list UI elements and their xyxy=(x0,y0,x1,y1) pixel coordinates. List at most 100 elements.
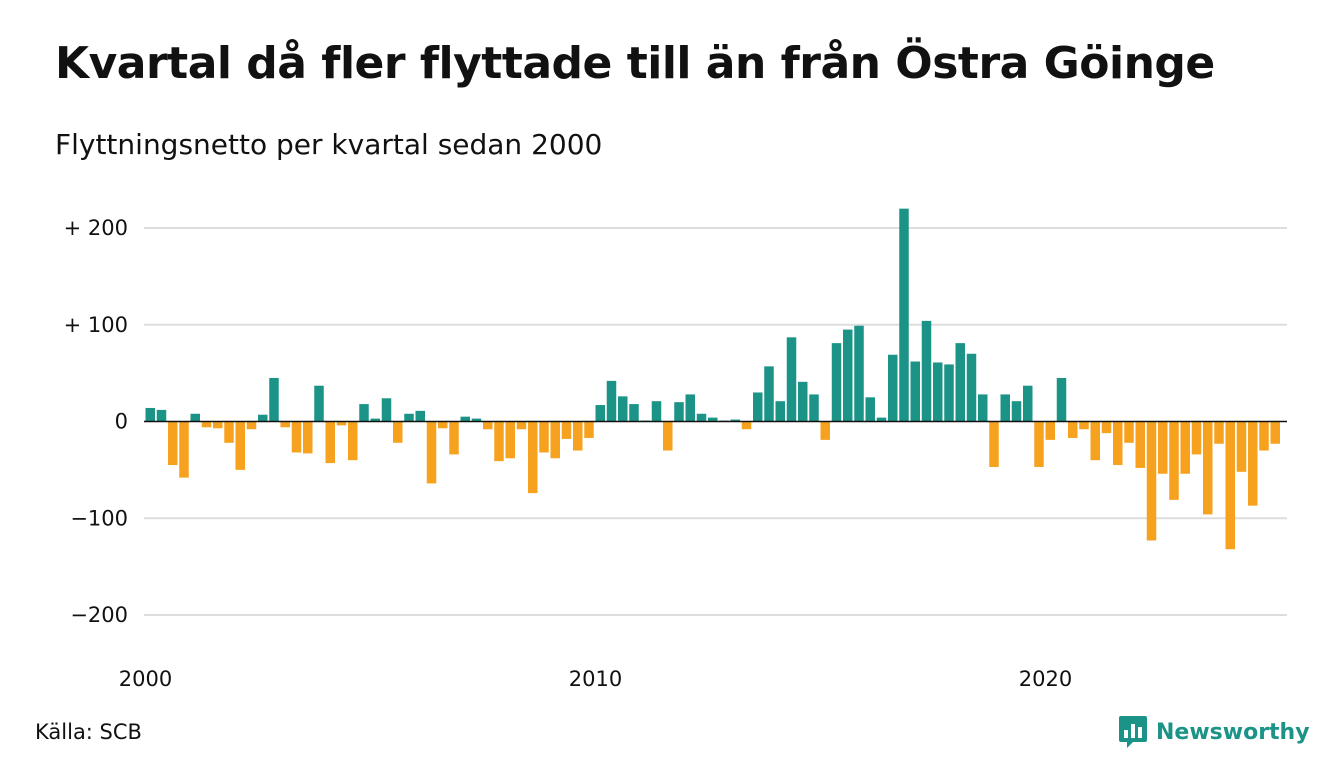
bar xyxy=(606,380,617,422)
bar xyxy=(471,418,482,422)
bar xyxy=(865,397,875,422)
bar xyxy=(235,421,245,470)
bar xyxy=(1203,421,1213,515)
bar xyxy=(280,421,290,428)
bar xyxy=(820,421,830,440)
bar xyxy=(618,396,628,422)
bar xyxy=(854,325,864,422)
bar xyxy=(190,413,200,422)
bar xyxy=(1056,377,1067,422)
bar xyxy=(944,364,954,422)
bar xyxy=(359,404,369,422)
bar xyxy=(933,362,943,422)
bar xyxy=(156,409,167,422)
bar xyxy=(325,421,335,464)
bar xyxy=(1270,421,1280,444)
bar xyxy=(910,361,920,422)
bar xyxy=(528,421,538,494)
bars xyxy=(145,208,1280,550)
bar xyxy=(483,421,493,430)
bar xyxy=(921,320,932,422)
bar xyxy=(1146,421,1157,541)
bar xyxy=(741,421,752,430)
bar xyxy=(1214,421,1224,444)
bar xyxy=(651,401,662,422)
bar xyxy=(393,421,403,443)
bar xyxy=(179,421,189,478)
bar xyxy=(764,366,774,422)
bar xyxy=(1079,421,1089,430)
bar xyxy=(550,421,560,459)
bar xyxy=(258,414,268,422)
bar xyxy=(831,343,842,422)
bar xyxy=(1045,421,1055,440)
bar xyxy=(1068,421,1078,438)
bar xyxy=(314,385,324,422)
bar xyxy=(291,421,302,453)
gridlines xyxy=(144,227,1287,616)
bar xyxy=(584,421,594,438)
bar xyxy=(303,421,313,454)
bar xyxy=(786,337,797,422)
y-tick-label: + 200 xyxy=(64,216,128,240)
bar xyxy=(460,416,470,422)
x-tick-label: 2020 xyxy=(1019,667,1072,691)
bar xyxy=(1259,421,1269,451)
brand-name: Newsworthy xyxy=(1156,719,1310,745)
bar xyxy=(753,392,763,422)
bar xyxy=(224,421,234,443)
bar xyxy=(663,421,673,451)
bar xyxy=(1135,421,1145,468)
bar xyxy=(1000,394,1010,422)
bar xyxy=(966,353,977,422)
bar xyxy=(888,354,898,422)
chart-title: Kvartal då fler flyttade till än från Ös… xyxy=(55,38,1215,89)
bar xyxy=(1180,421,1190,474)
y-tick-label: + 100 xyxy=(64,313,128,337)
x-axis-tick-labels: 2000 2010 2020 xyxy=(119,667,1072,691)
bar xyxy=(1011,401,1022,422)
bar xyxy=(696,413,707,422)
bar-chart: + 200 + 100 0 −100 −200 2000 2010 2020 xyxy=(64,208,1287,691)
bar xyxy=(516,421,527,430)
bar xyxy=(539,421,549,453)
bar xyxy=(685,394,695,422)
bar xyxy=(798,381,808,422)
bar xyxy=(404,413,414,422)
bar xyxy=(1113,421,1123,466)
bar xyxy=(573,421,583,451)
x-tick-label: 2010 xyxy=(569,667,622,691)
bar xyxy=(336,421,347,426)
bar xyxy=(595,405,605,422)
y-tick-label: 0 xyxy=(115,410,128,434)
bar xyxy=(370,418,380,422)
bar xyxy=(213,421,223,429)
bar xyxy=(730,419,740,422)
bar xyxy=(708,417,718,422)
bar xyxy=(168,421,178,466)
bar xyxy=(145,407,155,422)
bar xyxy=(989,421,999,467)
bar xyxy=(1124,421,1134,443)
bar xyxy=(438,421,448,429)
bar xyxy=(809,394,819,422)
newsworthy-logo: Newsworthy xyxy=(1118,714,1310,750)
bar xyxy=(1158,421,1168,474)
bar xyxy=(381,398,392,422)
bar xyxy=(629,404,639,422)
bar xyxy=(1034,421,1044,467)
bar xyxy=(415,410,425,422)
bar xyxy=(955,343,965,422)
bar xyxy=(1248,421,1258,506)
y-tick-label: −200 xyxy=(70,603,128,627)
bar xyxy=(899,208,909,422)
bar xyxy=(1101,421,1112,434)
bar xyxy=(561,421,572,439)
bar xyxy=(269,377,279,422)
bar xyxy=(201,421,212,428)
x-tick-label: 2000 xyxy=(119,667,172,691)
bar xyxy=(674,402,684,422)
bar xyxy=(1090,421,1100,461)
bar xyxy=(348,421,358,461)
y-axis-tick-labels: + 200 + 100 0 −100 −200 xyxy=(64,216,128,627)
